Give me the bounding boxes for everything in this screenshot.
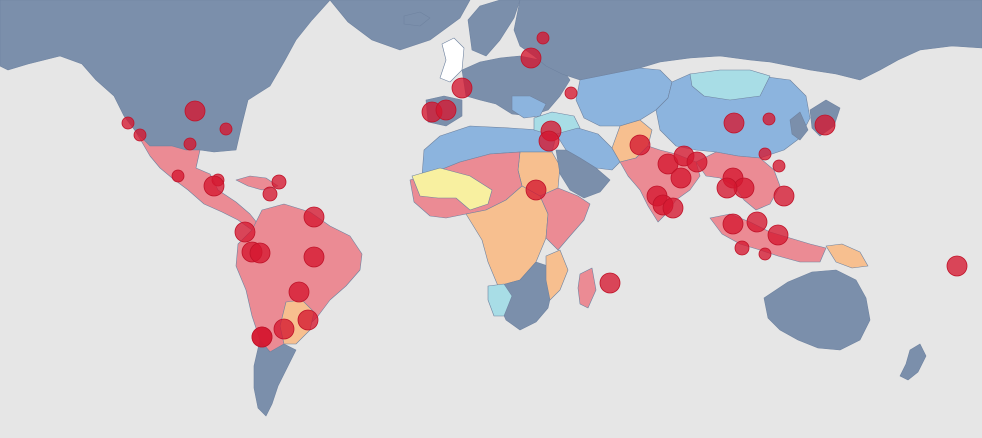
region-arabia[interactable] [555, 149, 611, 199]
city-marker-khartoum[interactable] [525, 179, 547, 201]
city-marker-singapore[interactable] [734, 240, 750, 256]
city-marker-new-york[interactable] [219, 122, 233, 136]
city-marker-venezuela[interactable] [303, 206, 325, 228]
city-marker-tokyo[interactable] [814, 114, 836, 136]
city-marker-brazil[interactable] [303, 246, 325, 268]
marker-layer [121, 31, 968, 348]
city-marker-paraguay[interactable] [297, 309, 319, 331]
city-marker-stockholm[interactable] [536, 31, 550, 45]
city-marker-london[interactable] [451, 77, 473, 99]
city-marker-hanoi[interactable] [773, 185, 795, 207]
city-marker-taipei[interactable] [772, 159, 786, 173]
city-marker-moscow[interactable] [520, 47, 542, 69]
city-marker-bolivia[interactable] [288, 281, 310, 303]
region-uk[interactable] [439, 37, 465, 83]
city-marker-guangzhou[interactable] [758, 147, 772, 161]
city-marker-santo-domingo[interactable] [271, 174, 287, 190]
city-marker-kuala-lumpur[interactable] [767, 224, 789, 246]
city-marker-shanghai[interactable] [723, 112, 745, 134]
city-marker-santiago[interactable] [251, 326, 273, 348]
city-marker-chennai[interactable] [670, 167, 692, 189]
region-new-zealand[interactable] [899, 343, 927, 381]
city-marker-delhi[interactable] [629, 134, 651, 156]
city-marker-manila[interactable] [746, 211, 768, 233]
region-east-africa[interactable] [539, 187, 591, 251]
city-marker-mauritius[interactable] [599, 272, 621, 294]
city-marker-surabaya[interactable] [758, 247, 772, 261]
region-scandinavia[interactable] [467, 0, 521, 57]
region-mongolia[interactable] [689, 69, 771, 101]
region-namibia[interactable] [487, 283, 513, 317]
city-marker-colombia[interactable] [234, 221, 256, 243]
city-marker-vancouver[interactable] [121, 116, 135, 130]
city-marker-patna[interactable] [686, 151, 708, 173]
city-marker-bangkok[interactable] [716, 177, 738, 199]
region-australia[interactable] [763, 269, 871, 351]
city-marker-cairo[interactable] [538, 130, 560, 152]
region-madagascar[interactable] [577, 267, 597, 309]
region-southern-cone[interactable] [253, 339, 297, 417]
region-russia[interactable] [513, 0, 982, 81]
city-marker-kazan[interactable] [564, 86, 578, 100]
city-marker-jakarta[interactable] [722, 213, 744, 235]
city-marker-hyderabad[interactable] [662, 197, 684, 219]
city-marker-mexico-city[interactable] [171, 169, 185, 183]
city-marker-sao-paulo[interactable] [273, 318, 295, 340]
city-marker-san-francisco[interactable] [133, 128, 147, 142]
region-mozambique[interactable] [545, 249, 569, 301]
city-marker-madrid[interactable] [435, 99, 457, 121]
city-marker-hawaii[interactable] [946, 255, 968, 277]
region-iceland[interactable] [403, 11, 431, 27]
region-europe[interactable] [461, 55, 571, 117]
city-marker-nicaragua[interactable] [262, 186, 278, 202]
city-marker-peru[interactable] [249, 242, 271, 264]
city-marker-seoul[interactable] [762, 112, 776, 126]
region-sahel[interactable] [411, 167, 493, 211]
city-marker-atlanta[interactable] [183, 137, 197, 151]
region-greenland[interactable] [329, 0, 471, 51]
city-marker-guatemala[interactable] [203, 175, 225, 197]
city-marker-chicago[interactable] [184, 100, 206, 122]
region-papua[interactable] [825, 243, 869, 269]
